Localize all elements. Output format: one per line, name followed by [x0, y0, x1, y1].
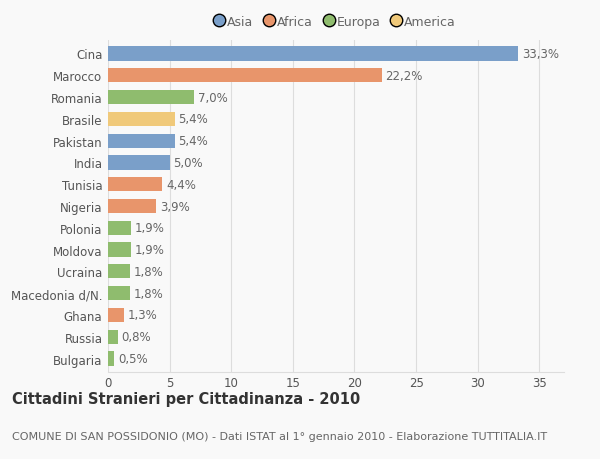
Text: 1,8%: 1,8% — [134, 265, 164, 278]
Text: 5,4%: 5,4% — [178, 113, 208, 126]
Text: 1,3%: 1,3% — [128, 309, 157, 322]
Bar — [108, 200, 156, 213]
Bar — [108, 308, 124, 322]
Bar — [108, 134, 175, 148]
Text: 4,4%: 4,4% — [166, 179, 196, 191]
Bar — [108, 112, 175, 127]
Text: 1,9%: 1,9% — [135, 244, 165, 257]
Text: COMUNE DI SAN POSSIDONIO (MO) - Dati ISTAT al 1° gennaio 2010 - Elaborazione TUT: COMUNE DI SAN POSSIDONIO (MO) - Dati IST… — [12, 431, 547, 441]
Text: 5,4%: 5,4% — [178, 135, 208, 148]
Bar — [108, 352, 114, 366]
Text: 33,3%: 33,3% — [522, 48, 559, 61]
Bar — [108, 221, 131, 235]
Text: 7,0%: 7,0% — [198, 91, 228, 104]
Bar — [108, 286, 130, 301]
Bar — [108, 91, 194, 105]
Text: Cittadini Stranieri per Cittadinanza - 2010: Cittadini Stranieri per Cittadinanza - 2… — [12, 391, 360, 406]
Bar — [108, 330, 118, 344]
Bar — [108, 47, 518, 62]
Text: 1,8%: 1,8% — [134, 287, 164, 300]
Text: 1,9%: 1,9% — [135, 222, 165, 235]
Bar — [108, 265, 130, 279]
Bar — [108, 156, 170, 170]
Text: 22,2%: 22,2% — [385, 70, 422, 83]
Bar — [108, 69, 382, 83]
Text: 3,9%: 3,9% — [160, 200, 190, 213]
Legend: Asia, Africa, Europa, America: Asia, Africa, Europa, America — [216, 16, 456, 28]
Bar — [108, 178, 162, 192]
Text: 0,8%: 0,8% — [122, 330, 151, 343]
Bar — [108, 243, 131, 257]
Text: 5,0%: 5,0% — [173, 157, 203, 169]
Text: 0,5%: 0,5% — [118, 352, 148, 365]
